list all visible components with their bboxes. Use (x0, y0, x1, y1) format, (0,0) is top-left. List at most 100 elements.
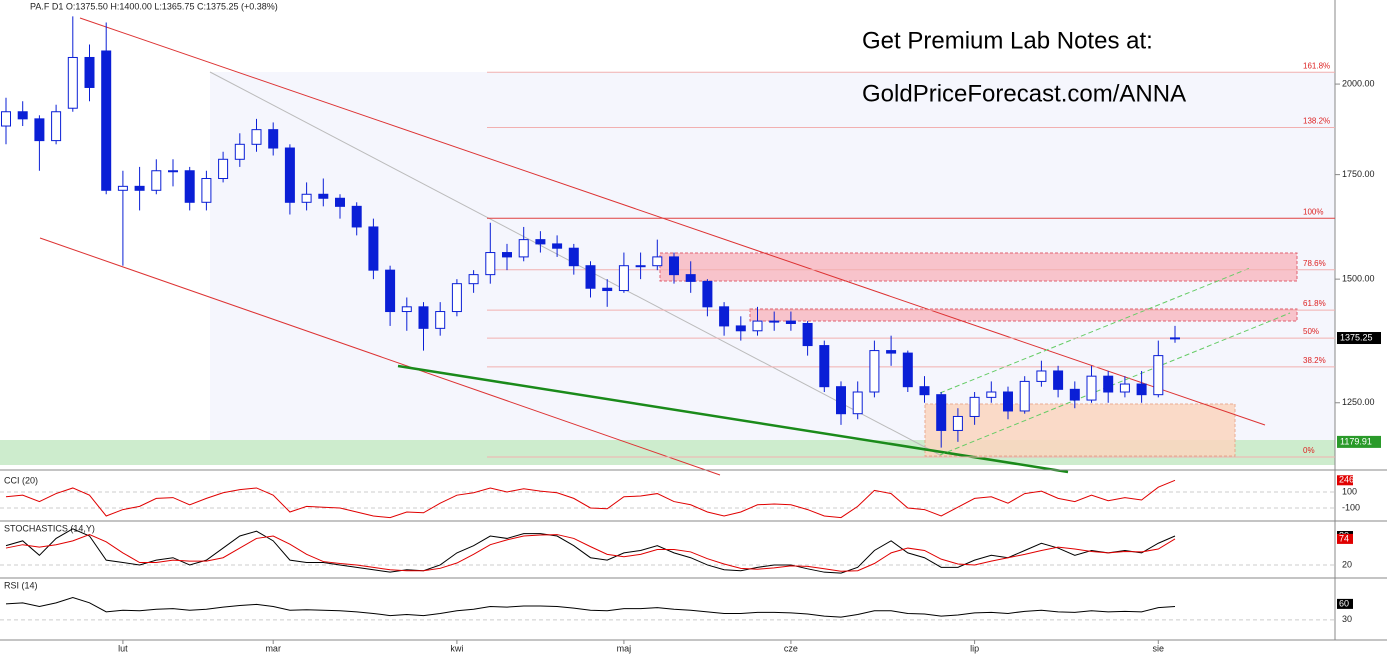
candle-body (301, 193, 312, 203)
candle-body (234, 143, 245, 160)
trend-line (939, 312, 1291, 456)
candle-body (1019, 380, 1030, 412)
candle-body (418, 306, 429, 329)
value-marker-label: 60 (1339, 598, 1349, 608)
candle-body (785, 320, 796, 325)
y-tick-label: 100 (1342, 486, 1357, 496)
candle-body (1053, 370, 1064, 390)
candle-body (769, 320, 780, 323)
candle-body (351, 205, 362, 228)
fib-label: 61.8% (1303, 299, 1326, 308)
candle-body (1003, 391, 1013, 412)
indicator-line (5, 534, 1176, 572)
fib-label: 161.8% (1303, 61, 1330, 70)
indicator-line (5, 479, 1176, 519)
candle-body (752, 320, 763, 332)
candle-body (719, 306, 730, 327)
indicator-line (5, 528, 1176, 574)
y-tick-label: 20 (1342, 559, 1352, 569)
y-tick-label: 2000.00 (1342, 78, 1375, 88)
candle-body (836, 386, 846, 415)
trend-line (79, 17, 1266, 426)
candle-body (218, 158, 229, 179)
candle-body (51, 111, 62, 142)
candle-body (518, 239, 529, 258)
candle-body (552, 243, 563, 249)
trend-line (39, 237, 721, 476)
candle-body (318, 193, 329, 199)
candle-body (268, 129, 279, 149)
value-marker-label: 246 (1339, 475, 1354, 485)
chart-title: PA.F D1 O:1375.50 H:1400.00 L:1365.75 C:… (30, 1, 278, 11)
candle-body (385, 269, 396, 313)
candle-body (84, 56, 95, 88)
price-marker (1337, 332, 1381, 345)
resistance-zone (749, 308, 1298, 322)
candle-body (969, 396, 980, 417)
price-marker (1337, 435, 1381, 448)
y-tick-label: 30 (1342, 614, 1352, 624)
candle-body (502, 252, 512, 258)
candle-body (819, 345, 830, 388)
candle-body (485, 252, 496, 276)
candle-body (1086, 375, 1097, 401)
candle-body (67, 56, 78, 109)
candle-body (886, 350, 897, 354)
candle-body (936, 394, 947, 431)
trend-line (397, 364, 1069, 474)
candle-body (184, 170, 195, 203)
y-tick-label: 1250.00 (1342, 397, 1375, 407)
annotation: GoldPriceForecast.com/ANNA (862, 80, 1186, 107)
candle-body (1036, 370, 1047, 382)
candle-body (635, 265, 646, 268)
value-marker-label: 74 (1339, 533, 1349, 543)
candle-body (802, 323, 813, 347)
candle-body (618, 265, 629, 292)
x-tick-label: maj (617, 643, 632, 653)
candle-body (602, 287, 613, 292)
candle-body (1103, 375, 1114, 393)
candle-body (1153, 355, 1164, 396)
candle-body (869, 350, 880, 393)
candle-body (1119, 383, 1130, 393)
price-marker-label: 1179.91 (1340, 436, 1372, 446)
x-tick-label: mar (265, 643, 281, 653)
value-marker (1337, 475, 1353, 486)
candle-body (17, 111, 28, 120)
candle-body (902, 352, 913, 388)
candle-body (435, 311, 446, 329)
candle-body (1170, 337, 1180, 340)
candle-body (568, 247, 579, 267)
candle-body (669, 256, 679, 276)
candle-body (735, 325, 746, 332)
candle-body (34, 118, 45, 142)
candle-body (401, 306, 412, 313)
candle-body (1136, 383, 1147, 396)
candle-body (251, 129, 262, 145)
panel-title: CCI (20) (4, 475, 38, 485)
candle-body (685, 274, 696, 282)
value-marker (1337, 533, 1353, 544)
candle-body (986, 391, 997, 398)
y-tick-label: 1750.00 (1342, 169, 1375, 179)
resistance-zone (659, 252, 1298, 282)
price-marker-label: 1375.25 (1340, 332, 1373, 342)
panel-title: RSI (14) (4, 580, 38, 590)
layout (0, 0, 1387, 641)
candle-body (652, 256, 663, 267)
y-tick-label: 1500.00 (1342, 274, 1375, 284)
candle-body (168, 170, 178, 173)
x-tick-label: kwi (450, 643, 463, 653)
fib-label: 78.6% (1303, 259, 1326, 268)
value-marker (1337, 598, 1353, 609)
candle-body (535, 239, 546, 245)
candle-body (702, 280, 713, 308)
fib-label: 100% (1303, 207, 1323, 216)
indicator-line (5, 596, 1176, 618)
annotation: Get Premium Lab Notes at: (862, 27, 1153, 54)
fib-label: 38.2% (1303, 356, 1326, 365)
candle-body (284, 147, 295, 203)
panel-title: STOCHASTICS (14,Y) (4, 523, 95, 533)
candle-body (1, 111, 11, 127)
